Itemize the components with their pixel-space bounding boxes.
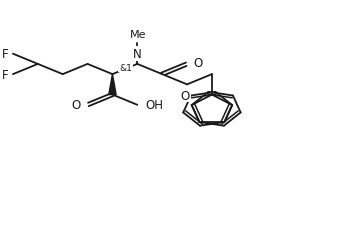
Text: &1: &1: [119, 63, 132, 72]
Text: F: F: [2, 69, 9, 82]
Text: O: O: [72, 99, 81, 112]
Text: O: O: [194, 57, 203, 70]
Text: O: O: [181, 89, 190, 102]
Text: Me: Me: [130, 30, 147, 40]
Text: N: N: [133, 48, 142, 61]
Text: F: F: [2, 47, 9, 60]
Text: OH: OH: [145, 99, 164, 112]
Polygon shape: [109, 75, 116, 95]
